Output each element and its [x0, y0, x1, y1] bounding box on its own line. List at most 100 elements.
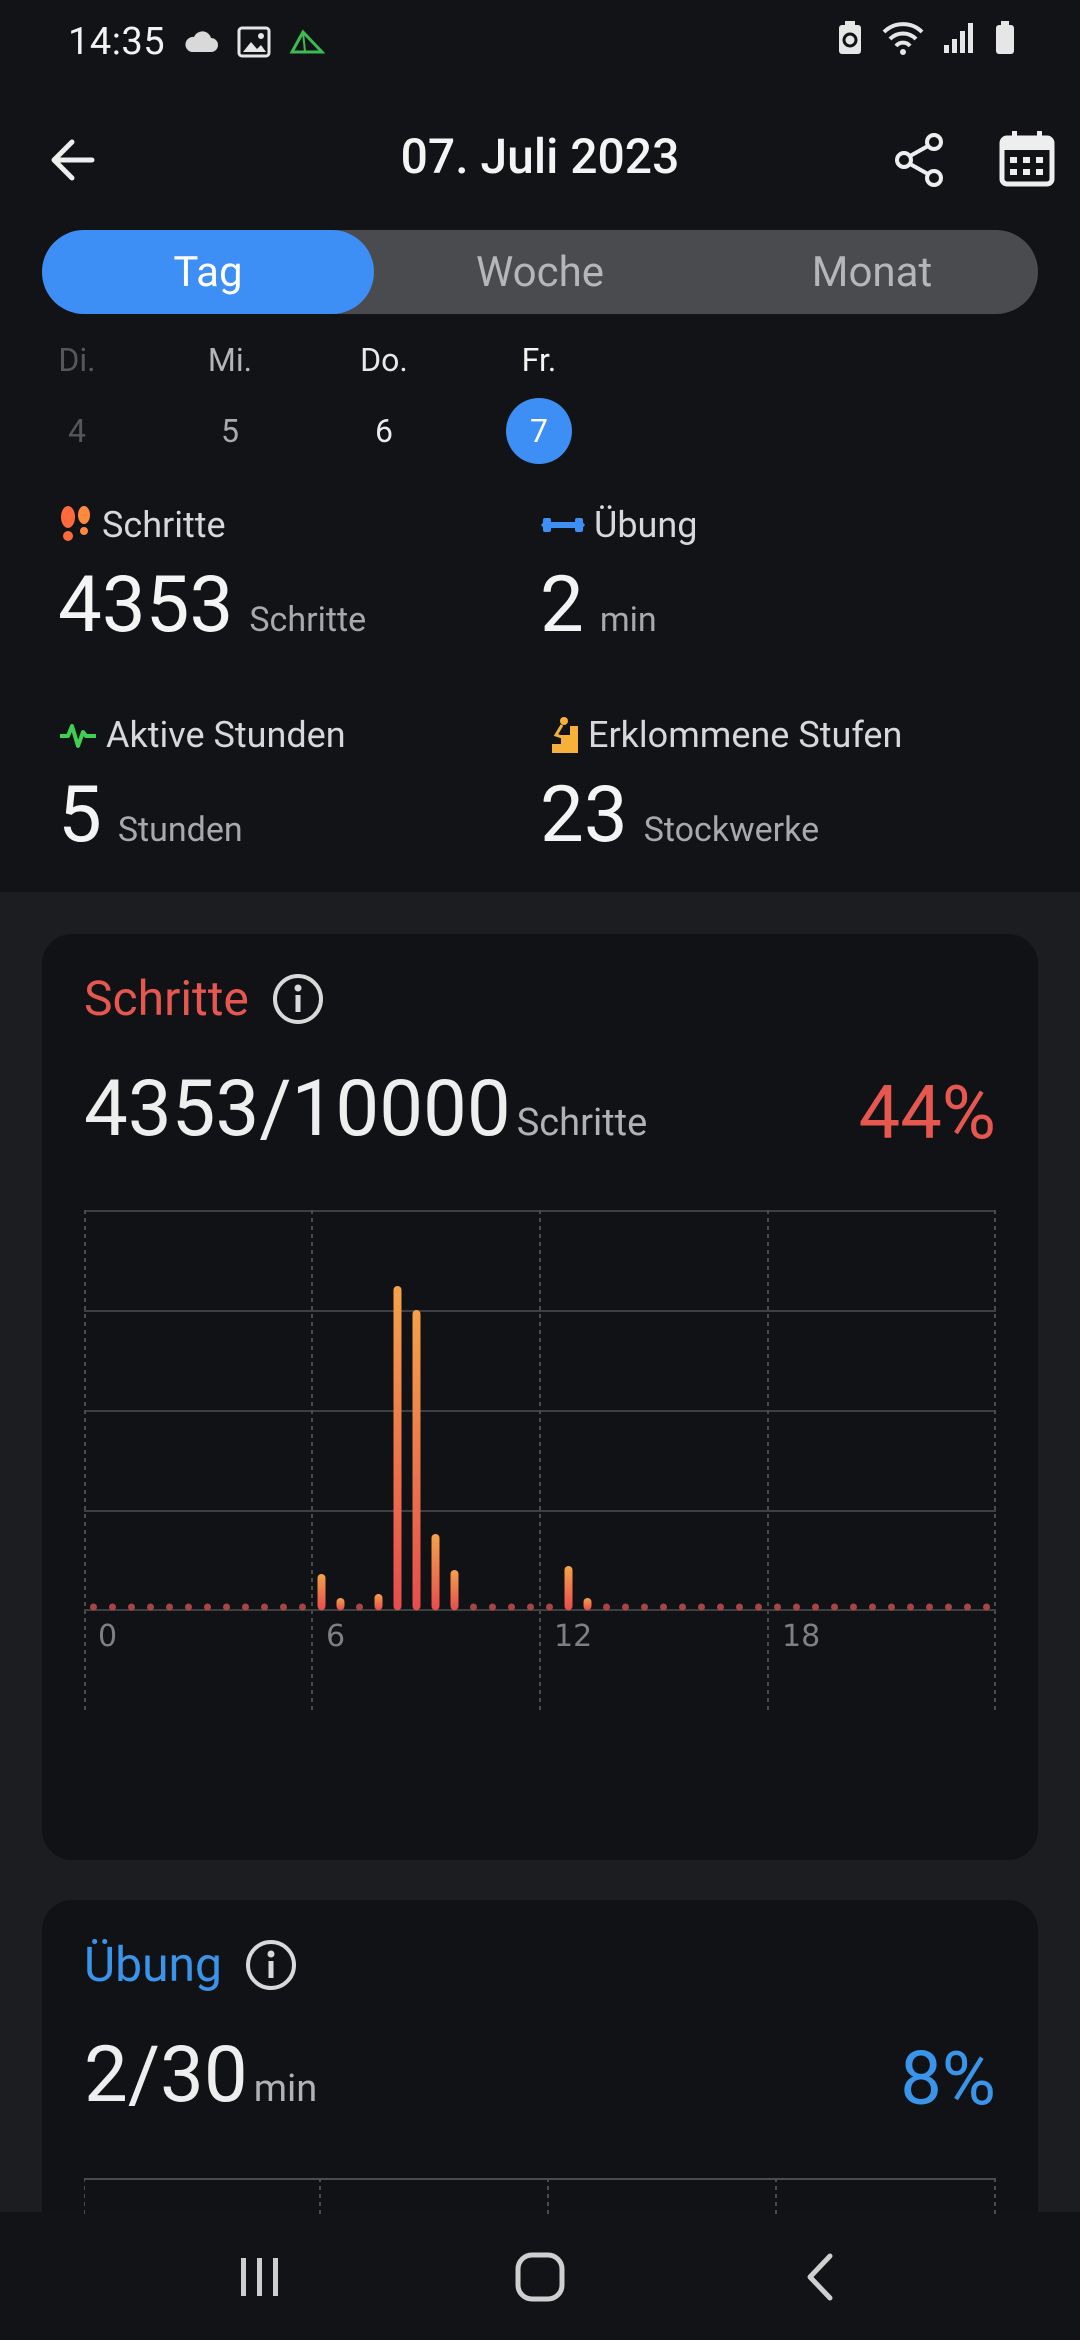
day-name: Do.: [360, 341, 408, 379]
chart-bar: [412, 1310, 421, 1610]
chart-bar: [336, 1598, 345, 1610]
chart-x-tick-label: 6: [326, 1619, 345, 1654]
battery-icon: [996, 21, 1014, 54]
day-item[interactable]: Mi. 5: [180, 336, 280, 464]
chart-zero-dot: [128, 1603, 135, 1611]
chart-zero-dot: [470, 1603, 477, 1611]
chart-bar: [583, 1598, 592, 1610]
chart-zero-dot: [109, 1603, 116, 1611]
chart-zero-dot: [261, 1603, 268, 1611]
exercise-value: 2: [540, 560, 584, 651]
day-number: 4: [68, 412, 86, 450]
active-hours-label: Aktive Stunden: [106, 714, 346, 756]
chevron-left-icon: [807, 2253, 833, 2301]
chart-zero-dot: [166, 1603, 173, 1611]
tab-tag[interactable]: Tag: [42, 230, 374, 314]
chart-x-tick-label: 12: [554, 1619, 592, 1654]
chart-zero-dot: [90, 1603, 97, 1611]
floors-stat[interactable]: Erklommene Stufen 23 Stockwerke: [540, 710, 1000, 861]
share-button[interactable]: [890, 130, 950, 190]
day-item[interactable]: Do. 6: [334, 336, 434, 464]
system-nav-bar: [0, 2214, 1080, 2340]
period-tabs: Tag Woche Monat: [42, 230, 1038, 314]
exercise-label: Übung: [594, 504, 698, 546]
exercise-card-title: Übung: [84, 1936, 222, 1993]
chart-zero-dot: [527, 1603, 534, 1611]
map-icon: [289, 29, 326, 54]
chart-zero-dot: [356, 1603, 363, 1611]
footprints-icon: [61, 506, 90, 541]
steps-card[interactable]: Schritte 4353/10000 Schritte 44% 0 6 12 18: [42, 934, 1038, 1860]
steps-progress-value: 4353/10000: [84, 1064, 511, 1155]
chart-zero-dot: [204, 1603, 211, 1611]
chart-zero-dot: [489, 1603, 496, 1611]
chart-x-tick-label: 18: [782, 1619, 820, 1654]
chart-bar: [393, 1286, 402, 1610]
home-icon: [515, 2252, 565, 2302]
day-name: Di.: [58, 341, 96, 379]
steps-hourly-chart: 0 6 12 18: [84, 1210, 996, 1710]
steps-percent: 44%: [858, 1070, 996, 1157]
steps-progress-unit: Schritte: [516, 1101, 648, 1145]
signal-icon: [944, 23, 973, 53]
day-item[interactable]: Di. 4: [27, 336, 127, 464]
image-icon: [237, 26, 271, 58]
status-time: 14:35: [68, 20, 166, 64]
recent-apps-button[interactable]: [215, 2232, 305, 2322]
day-number: 6: [375, 412, 393, 450]
chart-zero-dot: [888, 1603, 895, 1611]
back-nav-button[interactable]: [775, 2232, 865, 2322]
chart-zero-dot: [242, 1603, 249, 1611]
steps-unit: Schritte: [249, 600, 367, 640]
info-icon[interactable]: [244, 1938, 298, 1992]
recent-apps-icon: [241, 2258, 278, 2296]
day-name: Fr.: [521, 341, 557, 379]
exercise-unit: min: [599, 600, 657, 640]
info-icon[interactable]: [271, 972, 325, 1026]
heartbeat-icon: [60, 724, 96, 748]
chart-bar: [564, 1566, 573, 1610]
chart-zero-dot: [603, 1603, 610, 1611]
back-button[interactable]: [46, 132, 102, 188]
day-number: 5: [221, 412, 239, 450]
chart-x-tick-label: 0: [98, 1619, 117, 1654]
tab-woche[interactable]: Woche: [476, 247, 604, 297]
status-notification-icons: [183, 26, 326, 58]
floors-label: Erklommene Stufen: [588, 714, 903, 756]
exercise-percent: 8%: [900, 2036, 996, 2123]
chart-zero-dot: [717, 1603, 724, 1611]
chart-zero-dot: [869, 1603, 876, 1611]
chart-zero-dot: [850, 1603, 857, 1611]
status-system-icons: [836, 20, 1016, 56]
chart-zero-dot: [831, 1603, 838, 1611]
day-selector: Di. 4 Mi. 5 Do. 6 Fr. 7: [0, 336, 1080, 466]
chart-zero-dot: [964, 1603, 971, 1611]
steps-stat[interactable]: Schritte 4353 Schritte: [58, 500, 518, 651]
active-hours-stat[interactable]: Aktive Stunden 5 Stunden: [58, 710, 518, 861]
chart-zero-dot: [907, 1603, 914, 1611]
steps-label: Schritte: [102, 504, 226, 546]
chart-zero-dot: [774, 1603, 781, 1611]
wifi-icon: [882, 22, 924, 55]
chart-bar: [450, 1570, 459, 1610]
day-item-selected[interactable]: Fr. 7: [489, 336, 589, 464]
arrow-left-icon: [51, 139, 95, 181]
calendar-button[interactable]: [996, 128, 1058, 190]
cloud-icon: [185, 31, 219, 52]
chart-zero-dot: [945, 1603, 952, 1611]
selected-day-circle: 7: [506, 398, 572, 464]
chart-zero-dot: [698, 1603, 705, 1611]
stairs-icon: [542, 717, 578, 753]
chart-zero-dot: [147, 1603, 154, 1611]
status-bar: 14:35: [0, 0, 1080, 84]
exercise-progress-value: 2/30: [84, 2030, 248, 2121]
chart-bar: [317, 1574, 326, 1610]
tab-monat[interactable]: Monat: [811, 247, 933, 297]
day-number-selected: 7: [489, 398, 589, 464]
home-button[interactable]: [495, 2232, 585, 2322]
active-hours-unit: Stunden: [117, 810, 243, 850]
chart-zero-dot: [679, 1603, 686, 1611]
chart-zero-dot: [736, 1603, 743, 1611]
chart-zero-dot: [641, 1603, 648, 1611]
exercise-stat[interactable]: Übung 2 min: [540, 500, 1000, 651]
